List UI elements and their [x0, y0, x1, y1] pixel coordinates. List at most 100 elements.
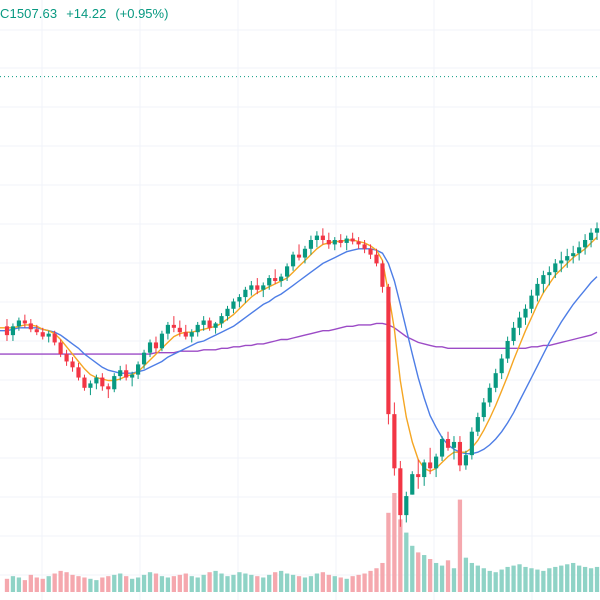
- candle: [457, 436, 463, 472]
- candle-body: [273, 278, 278, 281]
- candle: [52, 330, 57, 346]
- candle: [535, 278, 540, 302]
- volume-bar: [64, 572, 69, 592]
- volume-bar: [135, 577, 141, 592]
- candle: [314, 231, 319, 248]
- candle-body: [106, 386, 111, 390]
- candle: [344, 235, 349, 251]
- candle: [547, 266, 552, 286]
- candle: [171, 316, 176, 333]
- candle: [469, 427, 474, 460]
- volume-bar: [338, 577, 343, 592]
- candle: [594, 222, 600, 240]
- candle-body: [100, 377, 105, 387]
- volume-bar: [344, 578, 349, 592]
- volume-bar: [559, 565, 564, 592]
- volume-bar: [70, 574, 75, 592]
- candle: [16, 317, 21, 331]
- candle-body: [70, 361, 75, 368]
- candle: [410, 471, 415, 495]
- candle-body: [499, 358, 504, 374]
- candle-body: [511, 327, 516, 341]
- candle-body: [40, 332, 45, 337]
- volume-bar: [398, 519, 403, 592]
- candle-body: [410, 474, 415, 495]
- candle: [177, 320, 182, 337]
- candle-body: [529, 295, 534, 309]
- candle-body: [237, 297, 242, 302]
- volume-bars: [4, 493, 600, 592]
- candle-body: [320, 235, 325, 240]
- candle: [213, 321, 218, 334]
- candle: [374, 248, 379, 267]
- volume-bar: [213, 570, 218, 592]
- candle: [320, 228, 325, 245]
- volume-bar: [177, 574, 182, 592]
- candle-body: [416, 474, 421, 478]
- candle-body: [338, 240, 343, 243]
- candle: [416, 459, 421, 489]
- candle: [386, 283, 391, 425]
- candle-body: [255, 285, 260, 290]
- candle-body: [153, 342, 159, 349]
- candle: [201, 316, 206, 331]
- volume-bar: [571, 562, 576, 592]
- volume-bar: [356, 574, 361, 592]
- candle: [130, 371, 135, 387]
- candle-body: [64, 354, 69, 362]
- candle: [499, 354, 504, 380]
- candlesticks: [4, 222, 600, 527]
- candle: [451, 436, 457, 460]
- candle-body: [171, 324, 176, 328]
- volume-bar: [88, 578, 93, 592]
- candle: [28, 319, 33, 333]
- candle-body: [326, 240, 331, 245]
- candle-body: [362, 244, 367, 249]
- candle-body: [112, 376, 117, 390]
- candle-body: [350, 238, 355, 242]
- volume-bar: [296, 576, 302, 592]
- volume-bar: [290, 574, 296, 592]
- candle: [511, 321, 516, 346]
- candle-body: [541, 275, 546, 284]
- candle: [88, 380, 93, 396]
- candle-body: [267, 278, 272, 286]
- candle: [296, 244, 302, 261]
- volume-bar: [225, 576, 230, 592]
- candle: [106, 383, 111, 399]
- volume-bar: [100, 577, 105, 592]
- candle: [237, 294, 242, 308]
- candle-body: [469, 431, 474, 456]
- candle: [58, 339, 63, 358]
- candle-body: [332, 240, 337, 245]
- candle-body: [261, 285, 266, 290]
- candle-body: [46, 333, 51, 337]
- volume-bar: [427, 559, 433, 592]
- candle-body: [505, 340, 510, 359]
- volume-bar: [350, 576, 355, 592]
- candle: [517, 311, 522, 336]
- candle: [100, 373, 105, 391]
- candle-body: [571, 253, 576, 257]
- candle-body: [243, 289, 248, 298]
- candle: [46, 330, 51, 343]
- candle-body: [565, 256, 570, 261]
- volume-bar: [207, 572, 212, 592]
- volume-bar: [422, 555, 427, 592]
- volume-bar: [320, 572, 326, 592]
- candle: [338, 234, 343, 248]
- candle: [434, 453, 439, 478]
- volume-bar: [267, 574, 272, 592]
- candle: [475, 412, 480, 437]
- candle-body: [314, 235, 319, 240]
- candle-body: [392, 414, 397, 469]
- volume-bar: [308, 576, 314, 592]
- candle-body: [28, 323, 33, 330]
- candle-body: [535, 283, 540, 296]
- candle-body: [124, 370, 129, 378]
- candle-body: [428, 462, 433, 469]
- candle: [22, 314, 27, 328]
- candle: [76, 362, 81, 381]
